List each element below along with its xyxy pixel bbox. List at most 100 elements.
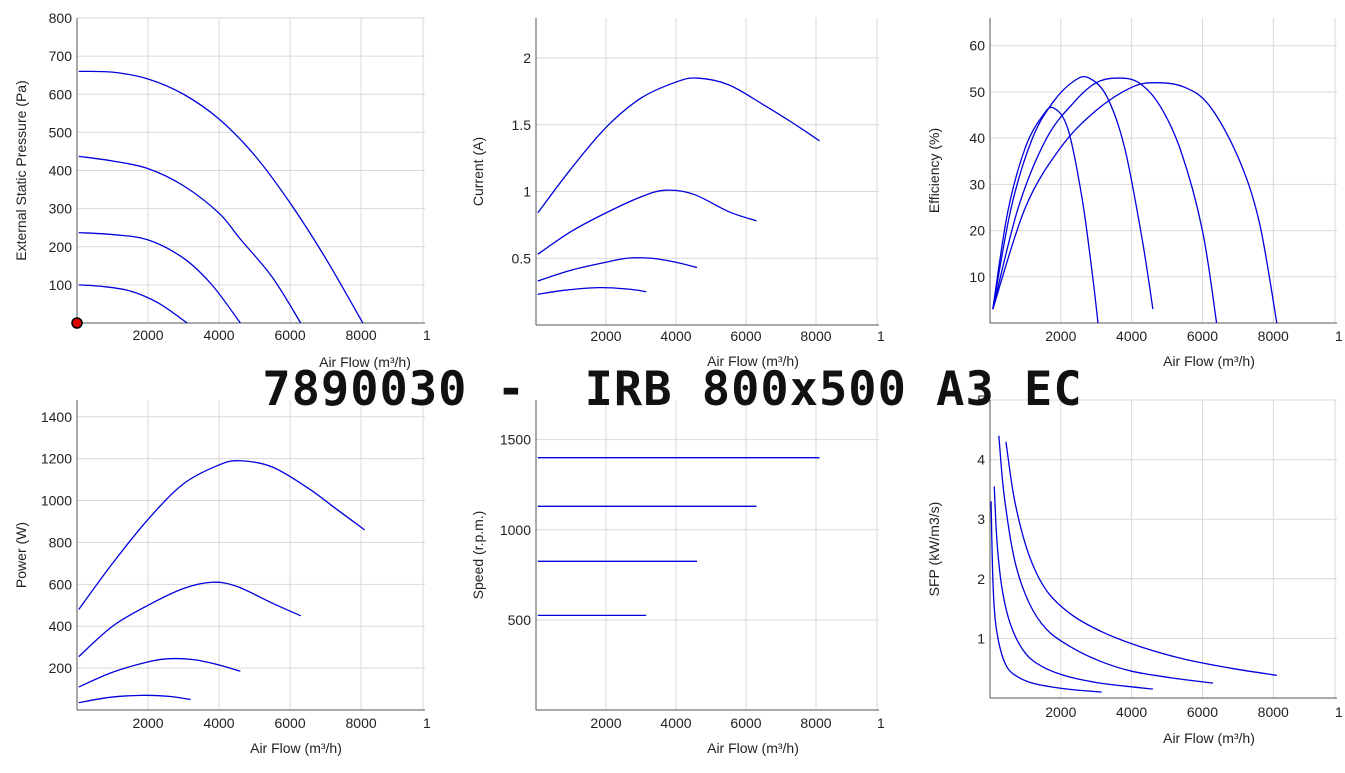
power-curve-4: [78, 694, 191, 704]
x-tick-label: 2000: [1045, 328, 1076, 344]
x-axis-label: Air Flow (m³/h): [1163, 353, 1255, 369]
y-tick-label: 1200: [41, 451, 72, 467]
x-tick-label: 8000: [800, 328, 831, 344]
y-tick-label: 4: [977, 452, 985, 468]
y-tick-label: 1000: [41, 493, 72, 509]
product-title-banner: 7890030 - IRB 800x500 A3 EC: [262, 362, 1083, 417]
x-tick-label: 8000: [1258, 328, 1289, 344]
y-tick-label: 100: [49, 277, 73, 293]
current-curve-2: [537, 189, 757, 255]
y-tick-label: 400: [49, 618, 73, 634]
x-tick-label-clipped: 1: [1335, 328, 1343, 344]
y-tick-label: 1500: [500, 432, 531, 448]
y-axis-label: Power (W): [13, 522, 29, 588]
y-tick-label: 1: [977, 630, 985, 646]
current-curve-1: [537, 77, 820, 214]
efficiency-curve-3: [992, 77, 1218, 324]
y-tick-label: 0.5: [512, 250, 532, 266]
x-tick-label: 2000: [132, 327, 163, 343]
y-tick-label: 2: [523, 50, 531, 66]
x-tick-label-clipped: 1: [423, 715, 431, 731]
chart-pressure: 2000 4000 6000 8000 1 100 200 300 400 500 600 700 80…: [13, 10, 431, 370]
x-tick-label-clipped: 1: [877, 715, 885, 731]
x-tick-label: 6000: [1187, 328, 1218, 344]
x-axis-label: Air Flow (m³/h): [707, 353, 799, 369]
x-tick-label: 4000: [1116, 328, 1147, 344]
efficiency-curve-2: [992, 75, 1154, 310]
y-tick-label: 600: [49, 576, 73, 592]
power-curve-1: [78, 460, 366, 610]
y-axis-label: Efficiency (%): [926, 128, 942, 213]
x-tick-label-clipped: 1: [877, 328, 885, 344]
x-tick-label-clipped: 1: [1335, 704, 1343, 720]
x-axis-label: Air Flow (m³/h): [250, 740, 342, 756]
x-tick-label: 8000: [800, 715, 831, 731]
x-tick-label: 8000: [1258, 704, 1289, 720]
y-tick-label: 500: [508, 612, 532, 628]
y-tick-label: 200: [49, 660, 73, 676]
x-tick-label: 6000: [1187, 704, 1218, 720]
x-tick-label: 6000: [274, 715, 305, 731]
power-curve-3: [78, 657, 241, 688]
sfp-curve-2: [993, 486, 1153, 690]
x-tick-label: 2000: [132, 715, 163, 731]
y-tick-label: 500: [49, 124, 73, 140]
x-tick-label: 6000: [730, 715, 761, 731]
y-tick-label: 1000: [500, 522, 531, 538]
y-tick-label: 5: [977, 392, 985, 408]
x-tick-label: 4000: [203, 327, 234, 343]
pressure-curve-4: [78, 284, 188, 324]
sfp-curve-1: [990, 501, 1102, 693]
x-tick-label: 4000: [203, 715, 234, 731]
y-tick-label: 1.5: [512, 117, 532, 133]
y-tick-label: 400: [49, 163, 73, 179]
x-tick-label: 4000: [660, 715, 691, 731]
x-tick-label: 4000: [1116, 704, 1147, 720]
x-tick-label-clipped: 1: [423, 327, 431, 343]
y-tick-label: 60: [969, 38, 985, 54]
operating-point-marker: [71, 317, 83, 329]
y-tick-label: 3: [977, 511, 985, 527]
efficiency-curve-1: [992, 106, 1099, 324]
y-axis-label: SFP (kW/m3/s): [926, 502, 942, 597]
y-tick-label: 800: [49, 10, 73, 26]
pressure-curve-2: [78, 155, 302, 324]
pressure-curve-1: [78, 70, 364, 324]
x-tick-label: 6000: [730, 328, 761, 344]
y-tick-label: 700: [49, 48, 73, 64]
chart-efficiency: 2000 4000 6000 8000 1 10 20 30 40 50 60 Air Flow (m…: [926, 18, 1343, 369]
y-axis-label: Speed (r.p.m.): [470, 511, 486, 600]
x-tick-label: 4000: [660, 328, 691, 344]
y-axis-label: Current (A): [470, 137, 486, 206]
y-tick-label: 1: [523, 184, 531, 200]
chart-sfp: 2000 4000 6000 8000 1 1 2 3 4 5 Air Flow (m³/h) SFP…: [926, 392, 1343, 746]
sfp-curve-3: [998, 435, 1214, 684]
sfp-curve-4: [1005, 441, 1277, 676]
x-tick-label: 2000: [1045, 704, 1076, 720]
x-axis-label: Air Flow (m³/h): [319, 354, 411, 370]
current-curve-3: [537, 257, 698, 282]
y-tick-label: 200: [49, 239, 73, 255]
x-tick-label: 6000: [274, 327, 305, 343]
x-tick-label: 2000: [590, 328, 621, 344]
x-axis-label: Air Flow (m³/h): [1163, 730, 1255, 746]
y-tick-label: 50: [969, 84, 985, 100]
efficiency-curve-4: [992, 82, 1278, 324]
x-tick-label: 8000: [346, 327, 377, 343]
x-axis-label: Air Flow (m³/h): [707, 740, 799, 756]
y-tick-label: 1400: [41, 409, 72, 425]
y-tick-label: 40: [969, 130, 985, 146]
x-tick-label: 2000: [590, 715, 621, 731]
y-axis-label: External Static Pressure (Pa): [13, 80, 29, 261]
y-tick-label: 800: [49, 534, 73, 550]
y-tick-label: 30: [969, 176, 985, 192]
y-tick-label: 300: [49, 201, 73, 217]
y-tick-label: 20: [969, 223, 985, 239]
chart-power: 2000 4000 6000 8000 120040060080010001200140…: [13, 400, 431, 756]
chart-current: 2000 4000 6000 8000 1 0.5 1 1.5 2 Air Flow (m³/h)…: [470, 18, 885, 369]
current-curve-4: [537, 286, 647, 295]
y-tick-label: 10: [969, 269, 985, 285]
y-tick-label: 600: [49, 86, 73, 102]
x-tick-label: 8000: [346, 715, 377, 731]
